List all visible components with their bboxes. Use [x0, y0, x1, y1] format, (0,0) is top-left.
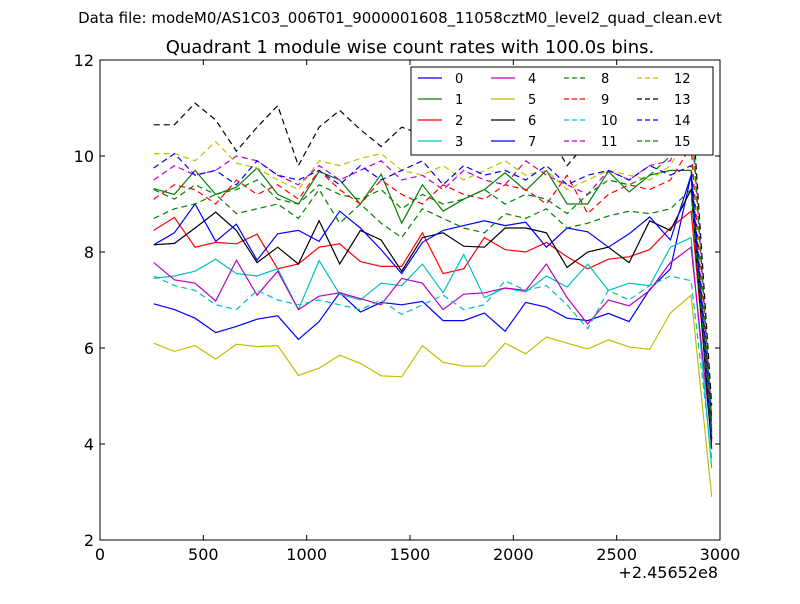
series-line-7 [153, 175, 713, 440]
y-tick-label: 8 [84, 243, 94, 262]
x-tick-label: 500 [188, 545, 219, 564]
legend-label-6: 6 [528, 114, 536, 129]
y-tick-label: 12 [74, 51, 94, 70]
series-line-0 [153, 175, 713, 440]
legend-label-15: 15 [674, 135, 691, 150]
series-line-9 [153, 144, 713, 425]
x-tick-label: 0 [95, 545, 105, 564]
series-line-4 [153, 246, 713, 442]
series-line-1 [153, 167, 713, 430]
series-line-15 [153, 107, 713, 425]
legend-label-3: 3 [455, 135, 463, 150]
legend-label-14: 14 [674, 114, 691, 129]
legend-label-12: 12 [674, 72, 691, 87]
legend-box [410, 66, 714, 156]
series-line-3 [153, 236, 713, 469]
legend-label-1: 1 [455, 93, 463, 108]
legend-label-13: 13 [674, 93, 691, 108]
series-line-10 [153, 275, 713, 459]
series-line-14 [153, 152, 713, 421]
chart-title: Quadrant 1 module wise count rates with … [166, 37, 655, 58]
legend-label-0: 0 [455, 72, 463, 87]
x-tick-label: 3000 [700, 545, 741, 564]
series-line-5 [153, 293, 713, 497]
legend-label-8: 8 [601, 72, 609, 87]
legend-label-4: 4 [528, 72, 536, 87]
series-line-8 [153, 188, 713, 435]
legend-label-10: 10 [601, 114, 618, 129]
legend-label-9: 9 [601, 93, 609, 108]
series-line-2 [153, 210, 713, 433]
x-tick-label: 1500 [390, 545, 431, 564]
x-tick-label: 2500 [596, 545, 637, 564]
legend-label-11: 11 [601, 135, 618, 150]
x-tick-label: 1000 [286, 545, 327, 564]
x-tick-label: 2000 [493, 545, 534, 564]
y-tick-label: 4 [84, 435, 94, 454]
series-layer [153, 86, 713, 497]
series-line-12 [153, 125, 713, 411]
y-tick-label: 2 [84, 531, 94, 550]
legend-label-7: 7 [528, 135, 536, 150]
data-file-suptitle: Data file: modeM0/AS1C03_006T01_90000016… [78, 9, 722, 28]
series-line-6 [153, 187, 713, 449]
legend-label-5: 5 [528, 93, 536, 108]
x-offset-label: +2.45652e8 [618, 563, 718, 582]
y-tick-label: 6 [84, 339, 94, 358]
legend-label-2: 2 [455, 114, 463, 129]
y-tick-label: 10 [74, 147, 94, 166]
